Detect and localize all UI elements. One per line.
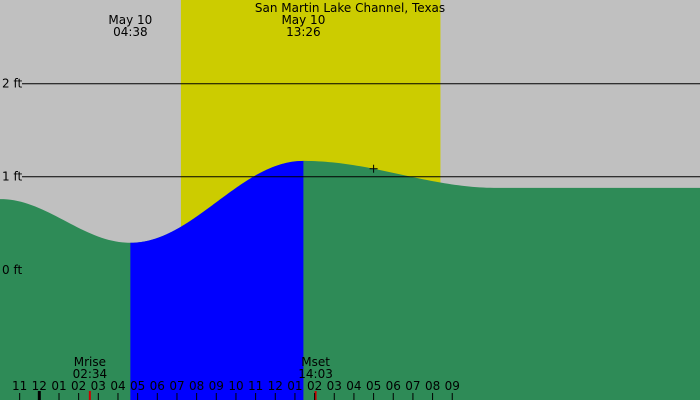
x-tick-label: 04 — [110, 379, 125, 393]
x-tick-label: 11 — [248, 379, 263, 393]
event-time-label: 13:26 — [286, 25, 321, 39]
x-tick-label: 11 — [12, 379, 27, 393]
y-tick-label: 0 ft — [2, 263, 22, 277]
moon-event-label: Mset — [301, 355, 330, 369]
now-marker — [369, 164, 378, 173]
moon-event-time: 14:03 — [298, 367, 333, 381]
moon-event-time: 02:34 — [73, 367, 108, 381]
x-tick-label: 03 — [91, 379, 106, 393]
x-tick-label: 05 — [366, 379, 381, 393]
x-tick-label: 08 — [189, 379, 204, 393]
event-time-label: 04:38 — [113, 25, 148, 39]
y-tick-label: 2 ft — [2, 77, 22, 91]
x-tick-label: 02 — [307, 379, 322, 393]
x-tick-label: 08 — [425, 379, 440, 393]
event-date-label: May 10 — [281, 13, 325, 27]
y-axis-labels: 2 ft 1 ft 0 ft — [2, 77, 22, 277]
x-tick-label: 03 — [327, 379, 342, 393]
x-tick-label: 01 — [287, 379, 302, 393]
x-tick-label: 07 — [169, 379, 184, 393]
x-tick-label: 12 — [32, 379, 47, 393]
x-tick-label: 09 — [209, 379, 224, 393]
x-tick-label: 04 — [346, 379, 361, 393]
event-date-label: May 10 — [108, 13, 152, 27]
tide-highlight-area — [130, 160, 304, 400]
x-tick-label: 06 — [150, 379, 165, 393]
moon-event-label: Mrise — [74, 355, 106, 369]
y-tick-label: 1 ft — [2, 170, 22, 184]
x-tick-label: 09 — [445, 379, 460, 393]
x-tick-label: 05 — [130, 379, 145, 393]
x-tick-label: 12 — [268, 379, 283, 393]
x-axis: 11 12 01 02 03 04 05 06 07 08 09 10 11 12 01 02 03 04 05 06… — [12, 379, 460, 400]
x-tick-label: 07 — [405, 379, 420, 393]
x-tick-label: 06 — [386, 379, 401, 393]
x-tick-label: 10 — [228, 379, 243, 393]
x-tick-label: 02 — [71, 379, 86, 393]
gridlines — [22, 83, 700, 178]
chart-title: San Martin Lake Channel, Texas — [255, 1, 445, 15]
x-tick-label: 01 — [51, 379, 66, 393]
